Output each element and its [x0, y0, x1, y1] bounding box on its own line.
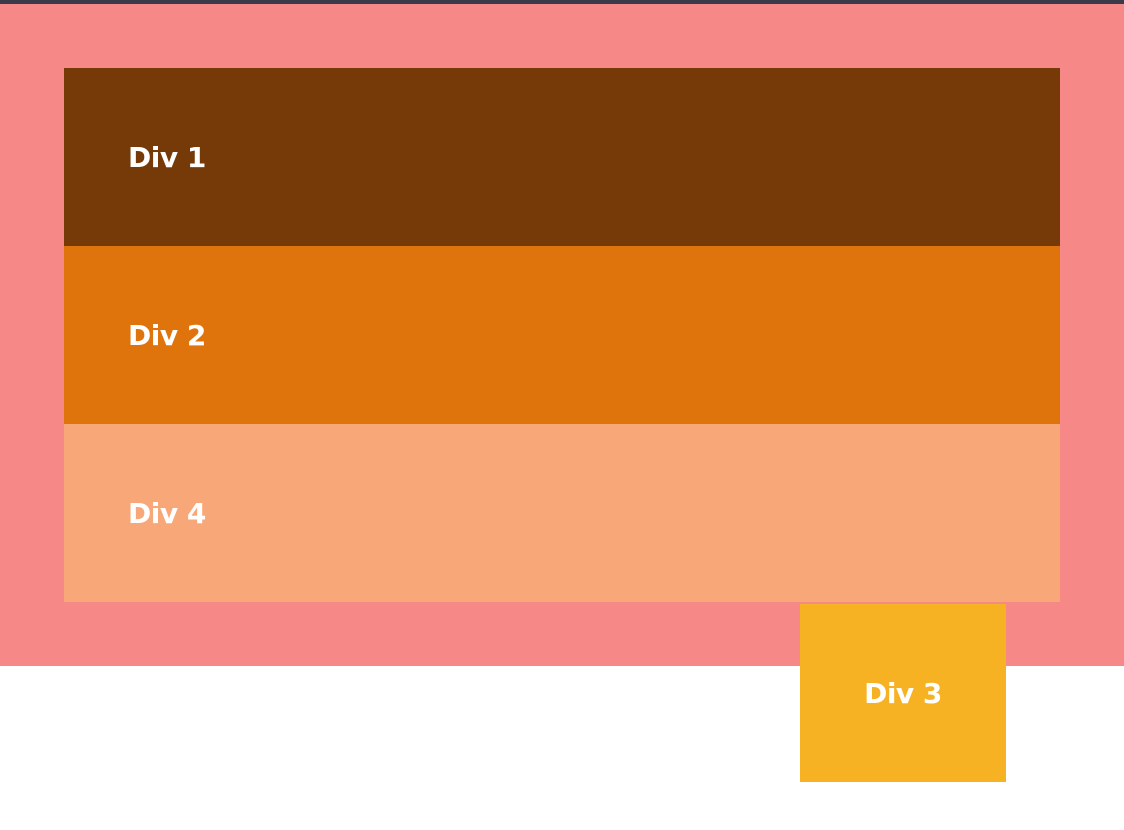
div-3-label: Div 3 [864, 676, 942, 710]
div-1-label: Div 1 [128, 140, 206, 174]
div-4-label: Div 4 [128, 496, 206, 530]
div-2-box: Div 2 [64, 246, 1060, 424]
div-3-box: Div 3 [800, 604, 1006, 782]
div-4-box: Div 4 [64, 424, 1060, 602]
top-border-bar [0, 0, 1124, 4]
div-1-box: Div 1 [64, 68, 1060, 246]
div-2-label: Div 2 [128, 318, 206, 352]
